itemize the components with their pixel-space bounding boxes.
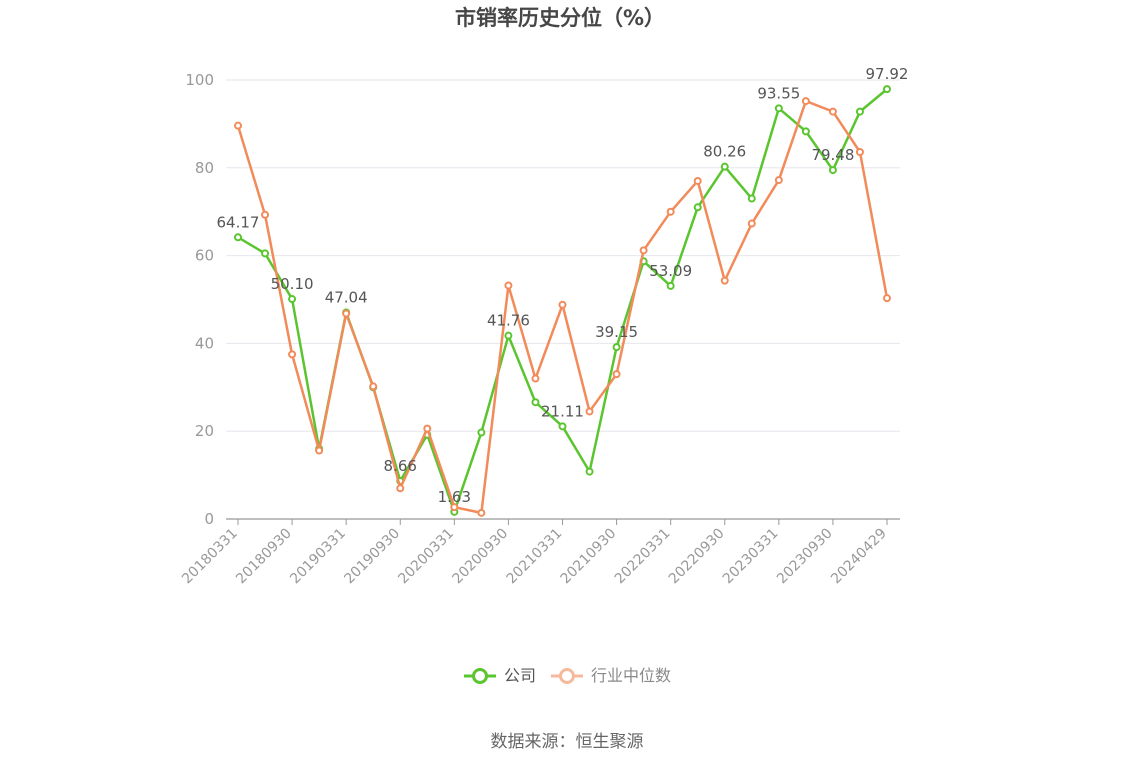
data-point <box>477 508 486 517</box>
legend-marker-company <box>472 668 488 684</box>
data-point <box>747 194 756 203</box>
x-tick-label: 20230331 <box>720 526 782 588</box>
data-label: 79.48 <box>811 146 854 164</box>
data-point <box>234 121 242 130</box>
data-point <box>855 107 864 116</box>
data-point <box>558 422 567 431</box>
data-point <box>612 370 621 379</box>
x-tick-label: 20180930 <box>233 526 295 588</box>
data-point <box>883 294 891 303</box>
data-point <box>828 107 837 116</box>
data-point <box>801 127 810 136</box>
data-point <box>666 207 675 216</box>
series-industry <box>234 97 891 517</box>
legend-label-industry: 行业中位数 <box>591 666 671 685</box>
data-point <box>504 331 513 340</box>
data-point <box>504 281 513 290</box>
x-tick-label: 20230930 <box>774 526 836 588</box>
data-point <box>288 295 297 304</box>
data-point <box>720 162 729 171</box>
data-label: 47.04 <box>325 288 368 306</box>
data-point <box>666 281 675 290</box>
data-point <box>531 398 540 407</box>
y-tick-label: 40 <box>195 334 214 352</box>
data-point <box>234 233 242 242</box>
data-label: 80.26 <box>703 143 746 161</box>
data-point <box>747 219 756 228</box>
data-label: 97.92 <box>866 65 909 83</box>
data-point <box>639 246 648 255</box>
x-tick-label: 20210331 <box>504 526 566 588</box>
x-tick-label: 20220331 <box>612 526 674 588</box>
data-point <box>720 276 729 285</box>
data-label: 1.63 <box>438 488 471 506</box>
data-point <box>288 350 297 359</box>
data-point <box>585 407 594 416</box>
data-point <box>396 484 405 493</box>
data-label: 41.76 <box>487 312 530 330</box>
x-tick-label: 20200331 <box>395 526 457 588</box>
data-point <box>828 166 837 175</box>
data-point <box>477 428 486 437</box>
data-point <box>801 97 810 106</box>
legend[interactable]: 公司 行业中位数 <box>464 666 671 685</box>
data-point <box>693 203 702 212</box>
y-axis-ticks: 0 20 40 60 80 100 <box>185 71 214 528</box>
data-point <box>693 176 702 185</box>
x-tick-label: 20240429 <box>828 526 890 588</box>
x-tick-label: 20190930 <box>341 526 403 588</box>
data-point <box>450 503 459 512</box>
data-source: 数据来源：恒生聚源 <box>491 732 644 752</box>
x-tick-label: 20190331 <box>287 526 349 588</box>
data-label: 21.11 <box>541 402 584 420</box>
y-tick-label: 0 <box>204 510 214 528</box>
data-point <box>612 343 621 352</box>
x-tick-label: 20200930 <box>450 526 512 588</box>
x-tick-label: 20220930 <box>666 526 728 588</box>
data-label: 39.15 <box>595 323 638 341</box>
data-point <box>261 210 270 219</box>
y-tick-label: 100 <box>185 71 214 89</box>
x-tick-label: 20210930 <box>558 526 620 588</box>
data-point <box>558 300 567 309</box>
data-label: 50.10 <box>271 275 314 293</box>
y-tick-label: 20 <box>195 422 214 440</box>
data-point <box>423 424 432 433</box>
data-point <box>774 176 783 185</box>
legend-item-industry[interactable]: 行业中位数 <box>551 666 671 685</box>
data-point <box>774 104 783 113</box>
legend-marker-industry <box>559 668 575 684</box>
data-point <box>369 382 378 391</box>
data-labels: 64.17 50.10 47.04 8.66 1.63 41.76 21.11 39.15 53… <box>217 65 909 506</box>
data-label: 93.55 <box>757 84 800 102</box>
chart-title: 市销率历史分位（%） <box>455 6 665 30</box>
legend-label-company: 公司 <box>504 666 536 685</box>
data-point <box>531 374 540 383</box>
x-tick-label: 20180331 <box>179 526 241 588</box>
legend-item-company[interactable]: 公司 <box>464 666 536 685</box>
data-label: 8.66 <box>384 457 417 475</box>
data-point <box>883 85 891 94</box>
data-point <box>315 446 324 455</box>
data-label: 64.17 <box>217 213 260 231</box>
data-point <box>261 249 270 258</box>
grid-lines <box>226 79 900 432</box>
series-group <box>234 85 891 517</box>
x-axis: 2018033120180930201903312019093020200331… <box>179 518 900 588</box>
data-point <box>342 309 351 318</box>
data-label: 53.09 <box>649 262 692 280</box>
data-point <box>855 147 864 156</box>
y-tick-label: 80 <box>195 159 214 177</box>
y-tick-label: 60 <box>195 247 214 265</box>
data-point <box>585 467 594 476</box>
